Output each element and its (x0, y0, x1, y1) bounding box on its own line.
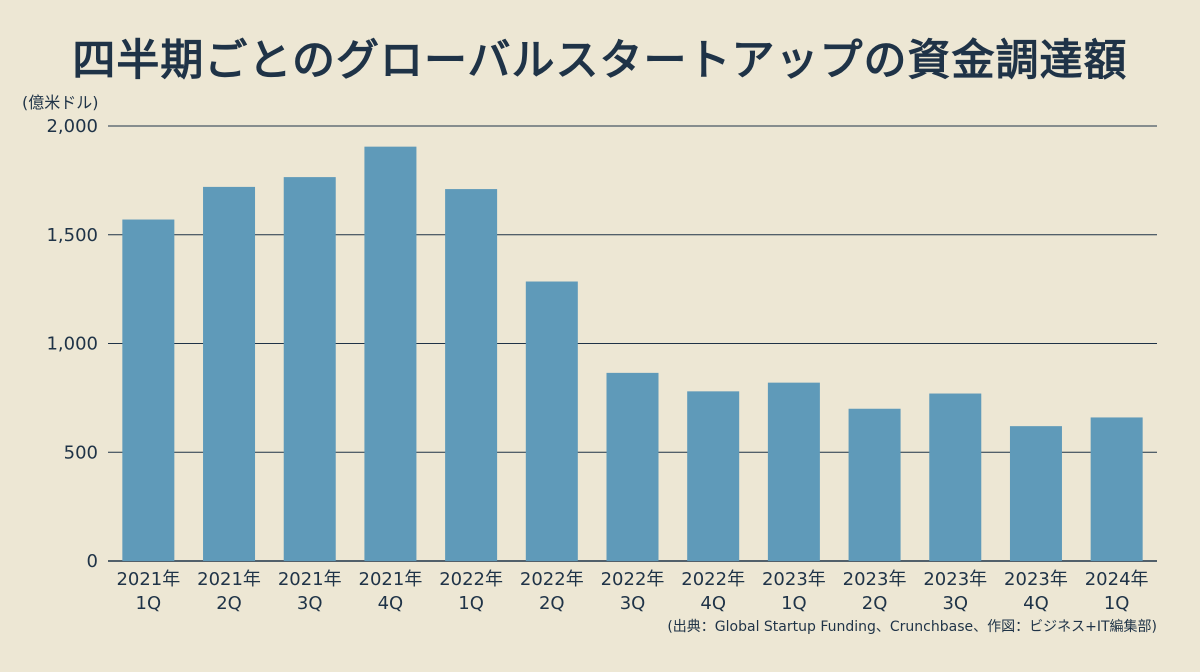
x-tick-label: 4Q (700, 593, 726, 614)
x-tick-label: 2023年 (1004, 569, 1068, 590)
bar (767, 382, 820, 561)
bar (203, 186, 256, 561)
source-note: (出典：Global Startup Funding、Crunchbase、作図… (667, 618, 1157, 635)
x-tick-label: 4Q (378, 593, 404, 614)
x-tick-label: 2Q (539, 593, 565, 614)
x-tick-label: 2022年 (439, 569, 503, 590)
x-tick-label: 2021年 (197, 569, 261, 590)
x-tick-label: 2021年 (359, 569, 423, 590)
x-tick-label: 3Q (620, 593, 646, 614)
x-tick-label: 2024年 (1085, 569, 1149, 590)
x-tick-label: 2022年 (681, 569, 745, 590)
bar (1009, 426, 1062, 561)
x-axis-ticks: 2021年 1Q 2021年 2Q 2021年 3Q 2021年 4Q 2022年 1Q 2022年… (116, 569, 1148, 614)
bars (122, 146, 1143, 562)
bar (687, 391, 740, 561)
bar (929, 393, 982, 561)
y-tick-label: 1,500 (46, 225, 98, 246)
bar (1090, 417, 1143, 561)
x-tick-label: 1Q (136, 593, 162, 614)
x-tick-label: 2023年 (923, 569, 987, 590)
x-tick-label: 1Q (1104, 593, 1130, 614)
bar (848, 408, 901, 561)
bar (606, 372, 659, 561)
x-tick-label: 3Q (297, 593, 323, 614)
chart-title: 四半期ごとのグローバルスタートアップの資金調達額 (72, 36, 1128, 86)
x-tick-label: 2Q (216, 593, 242, 614)
y-axis-unit-label: (億米ドル) (22, 93, 99, 112)
x-tick-label: 2022年 (601, 569, 665, 590)
x-tick-label: 2023年 (762, 569, 826, 590)
y-tick-label: 2,000 (46, 116, 98, 137)
bar (445, 189, 498, 561)
x-tick-label: 2023年 (843, 569, 907, 590)
x-tick-label: 1Q (781, 593, 807, 614)
x-tick-label: 2021年 (116, 569, 180, 590)
x-tick-label: 4Q (1023, 593, 1049, 614)
x-tick-label: 1Q (458, 593, 484, 614)
x-tick-label: 3Q (942, 593, 968, 614)
y-tick-label: 0 (87, 551, 98, 572)
bar (122, 219, 175, 561)
bar (525, 281, 578, 561)
y-tick-label: 500 (64, 442, 98, 463)
x-tick-label: 2022年 (520, 569, 584, 590)
x-tick-label: 2Q (862, 593, 888, 614)
x-tick-label: 2021年 (278, 569, 342, 590)
y-tick-label: 1,000 (46, 334, 98, 355)
y-axis-ticks: 0 500 1,000 1,500 2,000 (46, 116, 98, 572)
bar (283, 177, 336, 562)
bar (364, 146, 417, 561)
